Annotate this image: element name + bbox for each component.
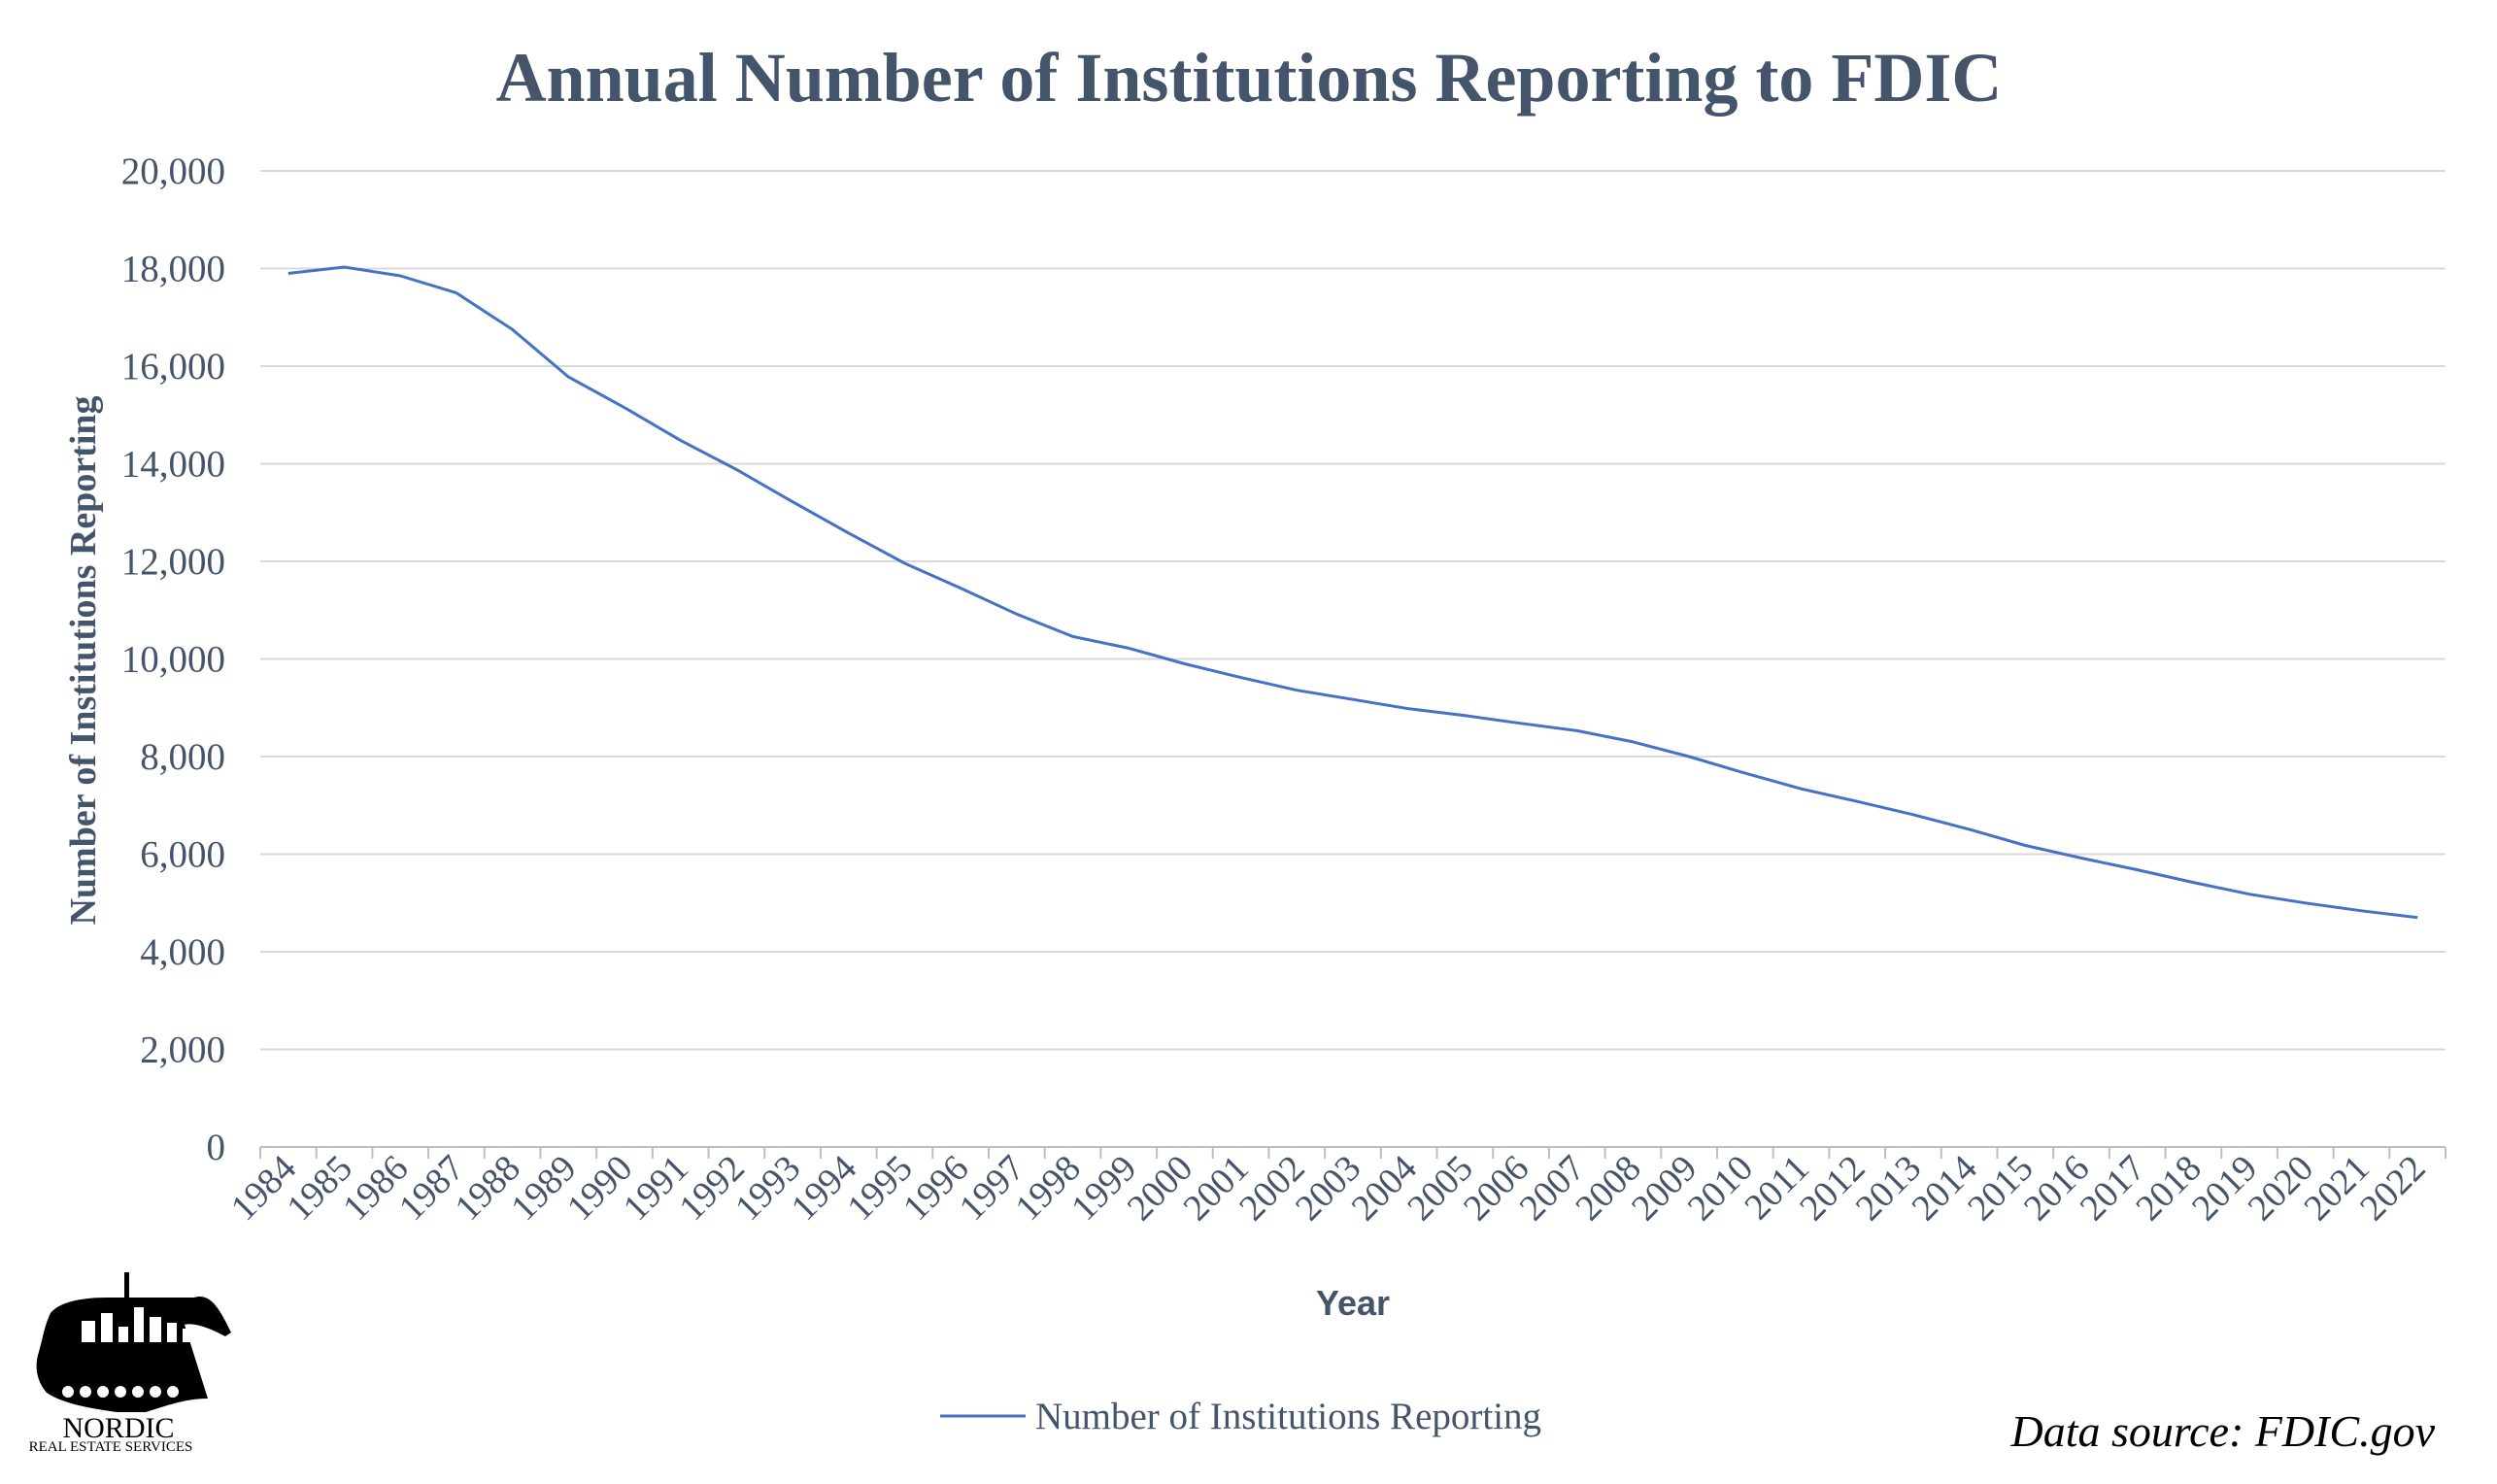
legend-label: Number of Institutions Reporting xyxy=(1035,1396,1541,1437)
logo-subtitle: REAL ESTATE SERVICES xyxy=(29,1439,193,1455)
y-tick-label: 8,000 xyxy=(140,736,225,778)
shields-icon xyxy=(60,1384,181,1400)
y-tick-label: 0 xyxy=(207,1127,226,1168)
y-tick-label: 4,000 xyxy=(140,931,225,973)
nordic-logo: NORDIC REAL ESTATE SERVICES xyxy=(29,1272,231,1455)
y-tick-label: 2,000 xyxy=(140,1029,225,1071)
x-tick-label: 2022 xyxy=(2352,1148,2433,1229)
y-axis-label: Number of Institutions Reporting xyxy=(63,395,104,925)
mast-icon xyxy=(124,1272,129,1301)
y-tick-label: 6,000 xyxy=(140,834,225,876)
series-line xyxy=(287,265,2418,920)
series-layer xyxy=(287,265,2418,920)
x-tick-labels: 1984198519861987198819891990199119921993… xyxy=(223,1148,2434,1229)
y-tick-labels: 0 2,000 4,000 6,000 8,000 10,000 12,000 14,000 1… xyxy=(121,151,225,1168)
logo-name: NORDIC xyxy=(62,1412,174,1444)
y-tick-label: 20,000 xyxy=(121,151,225,192)
x-axis-label: Year xyxy=(1316,1283,1390,1323)
skyline-icon xyxy=(82,1307,190,1342)
grid-layer xyxy=(260,170,2446,1051)
y-tick-label: 18,000 xyxy=(121,249,225,290)
y-tick-label: 16,000 xyxy=(121,346,225,388)
y-tick-label: 14,000 xyxy=(121,444,225,486)
chart-title: Annual Number of Institutions Reporting … xyxy=(496,39,2003,117)
legend: Number of Institutions Reporting xyxy=(940,1396,1541,1437)
y-tick-label: 12,000 xyxy=(121,541,225,583)
x-axis xyxy=(259,1146,2446,1159)
y-tick-label: 10,000 xyxy=(121,639,225,681)
data-source-note: Data source: FDIC.gov xyxy=(2010,1406,2436,1456)
